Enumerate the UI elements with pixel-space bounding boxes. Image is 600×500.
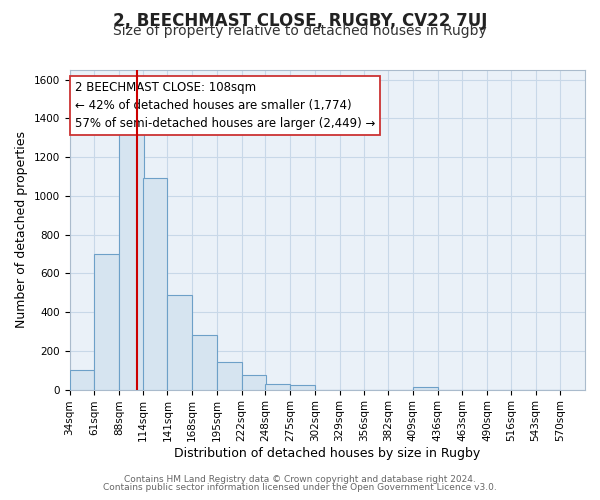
Bar: [94, 254, 119, 390]
Y-axis label: Number of detached properties: Number of detached properties: [15, 132, 28, 328]
Text: 2, BEECHMAST CLOSE, RUGBY, CV22 7UJ: 2, BEECHMAST CLOSE, RUGBY, CV22 7UJ: [113, 12, 487, 30]
Bar: [192, 336, 217, 390]
Bar: [70, 370, 94, 390]
Bar: [265, 384, 290, 390]
Bar: [217, 362, 242, 390]
Text: Size of property relative to detached houses in Rugby: Size of property relative to detached ho…: [113, 24, 487, 38]
Text: Contains public sector information licensed under the Open Government Licence v3: Contains public sector information licen…: [103, 483, 497, 492]
Bar: [119, 132, 143, 390]
Bar: [290, 385, 315, 390]
Bar: [242, 375, 266, 390]
X-axis label: Distribution of detached houses by size in Rugby: Distribution of detached houses by size …: [174, 447, 481, 460]
Bar: [413, 386, 437, 390]
Text: 2 BEECHMAST CLOSE: 108sqm
← 42% of detached houses are smaller (1,774)
57% of se: 2 BEECHMAST CLOSE: 108sqm ← 42% of detac…: [74, 81, 375, 130]
Text: Contains HM Land Registry data © Crown copyright and database right 2024.: Contains HM Land Registry data © Crown c…: [124, 475, 476, 484]
Bar: [143, 178, 167, 390]
Bar: [167, 294, 192, 390]
